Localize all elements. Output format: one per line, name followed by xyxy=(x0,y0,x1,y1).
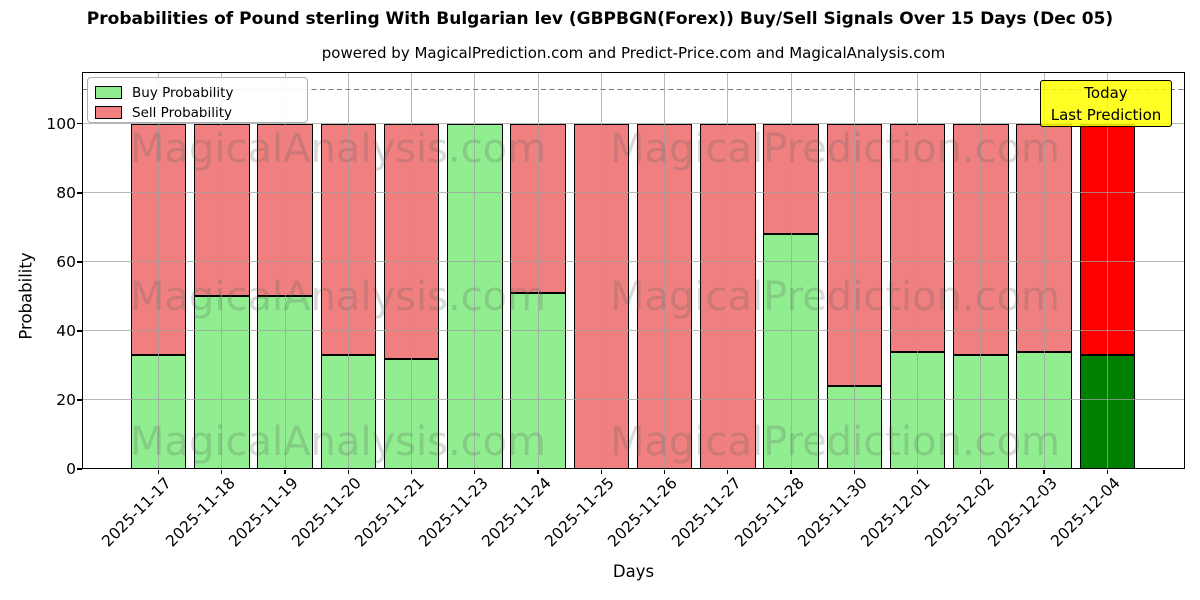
grid-line-x xyxy=(474,72,476,469)
dashed-threshold-line xyxy=(82,88,1185,90)
legend-item-buy: Buy Probability xyxy=(95,84,307,101)
y-tick-label: 40 xyxy=(56,321,76,340)
grid-line-x xyxy=(284,72,286,469)
x-tick-mark xyxy=(980,469,982,475)
grid-line-x xyxy=(347,72,349,469)
y-tick-label: 20 xyxy=(56,390,76,409)
grid-line-x xyxy=(537,72,539,469)
y-tick-mark xyxy=(77,123,82,125)
y-tick-mark xyxy=(77,330,82,332)
grid-line-x xyxy=(1043,72,1045,469)
buy-color-swatch xyxy=(95,86,122,99)
chart-subtitle: powered by MagicalPrediction.com and Pre… xyxy=(321,44,946,62)
y-tick-mark xyxy=(77,399,82,401)
grid-line-x xyxy=(600,72,602,469)
chart-title: Probabilities of Pound sterling With Bul… xyxy=(86,9,1114,29)
y-tick-mark xyxy=(77,261,82,263)
y-tick-mark xyxy=(77,468,82,470)
grid-line-x xyxy=(853,72,855,469)
grid-line-x xyxy=(411,72,412,469)
x-tick-mark xyxy=(410,469,413,475)
x-tick-mark xyxy=(1106,469,1108,475)
annotation-line1: Today xyxy=(1084,84,1128,102)
legend-item-sell: Sell Probability xyxy=(95,104,307,121)
x-tick-mark xyxy=(600,469,602,475)
grid-line-x xyxy=(790,72,792,469)
y-tick-mark xyxy=(77,192,82,194)
grid-line-x xyxy=(664,72,665,469)
x-tick-mark xyxy=(916,469,919,475)
y-tick-label: 80 xyxy=(56,183,76,202)
grid-line-y-100 xyxy=(82,123,1185,125)
annotation-line2: Last Prediction xyxy=(1050,106,1162,124)
grid-line-y-80 xyxy=(82,192,1185,194)
today-annotation: Today Last Prediction xyxy=(1040,80,1172,127)
legend: Buy Probability Sell Probability xyxy=(87,77,308,123)
grid-line-x xyxy=(221,72,223,469)
grid-line-y-40 xyxy=(82,330,1185,332)
grid-line-x xyxy=(1106,72,1108,469)
grid-line-y-20 xyxy=(82,399,1185,401)
x-tick-mark xyxy=(284,469,286,475)
grid-line-x xyxy=(158,72,159,469)
x-tick-mark xyxy=(537,469,539,475)
x-tick-mark xyxy=(1043,469,1045,475)
x-tick-mark xyxy=(853,469,855,475)
x-tick-mark xyxy=(157,469,160,475)
y-tick-label: 60 xyxy=(56,252,76,271)
y-tick-label: 100 xyxy=(46,114,76,133)
x-tick-mark xyxy=(727,469,729,475)
sell-color-swatch xyxy=(95,106,122,119)
x-tick-mark xyxy=(347,469,349,475)
x-axis-label: Days xyxy=(612,562,655,581)
x-tick-mark xyxy=(663,469,666,475)
y-tick-label: 0 xyxy=(66,460,76,478)
grid-line-x xyxy=(980,72,982,469)
grid-line-y-60 xyxy=(82,261,1185,263)
x-tick-mark xyxy=(790,469,792,475)
x-tick-mark xyxy=(474,469,476,475)
x-tick-mark xyxy=(221,469,223,475)
grid-line-x xyxy=(727,72,729,469)
legend-sell-label: Sell Probability xyxy=(132,104,233,121)
legend-buy-label: Buy Probability xyxy=(132,84,234,101)
grid-line-x xyxy=(917,72,918,469)
